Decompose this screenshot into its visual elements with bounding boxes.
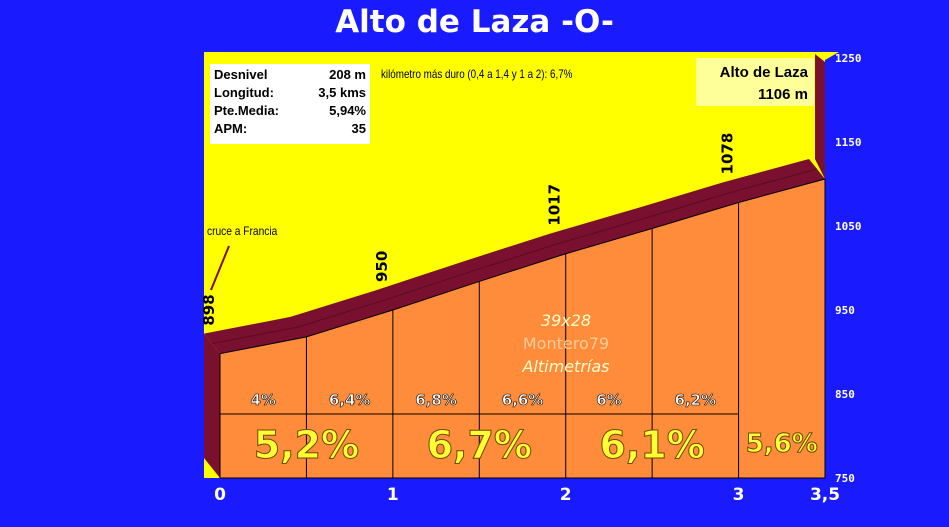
stats-box: Desnivel 208 m Longitud: 3,5 kms Pte.Med… — [210, 64, 370, 144]
watermark-line3: Altimetrías — [522, 357, 610, 376]
profile-band-line — [471, 243, 558, 272]
profile-band-line — [384, 270, 472, 301]
altitude-label: 950 — [373, 251, 391, 282]
altitude-label: 898 — [200, 294, 218, 325]
y-tick-label: 1250 — [835, 52, 862, 65]
y-tick-label: 1050 — [835, 220, 862, 233]
profile-top-band — [204, 158, 825, 354]
stat-label: Longitud: — [214, 85, 274, 100]
stat-value: 208 m — [329, 67, 366, 82]
half-km-gradient-label: 6,6% — [502, 391, 544, 409]
stat-row: Desnivel 208 m — [214, 67, 366, 85]
y-tick-label: 850 — [835, 388, 855, 401]
km-gradient-label: 6,1% — [599, 423, 704, 467]
x-tick-label: 0 — [214, 485, 226, 505]
km-gradient-label: 6,7% — [427, 423, 532, 467]
half-km-gradient-label: 6,2% — [675, 391, 717, 409]
stat-value: 3,5 kms — [318, 85, 366, 100]
y-tick-label: 1150 — [835, 136, 862, 149]
y-tick-label: 950 — [835, 304, 855, 317]
km-gradient-label: 5,2% — [254, 423, 359, 467]
half-km-gradient-label: 6,8% — [415, 391, 457, 409]
chart-title: Alto de Laza -O- — [335, 4, 614, 40]
profile-band-line — [557, 218, 645, 245]
half-km-gradient-label: 4% — [250, 391, 275, 409]
summit-depth-wall — [815, 54, 825, 179]
x-tick-label: 1 — [387, 485, 399, 505]
watermark-line2: Montero79 — [523, 334, 609, 353]
profile-left-wall — [204, 333, 220, 478]
x-tick-label: 3 — [733, 485, 745, 505]
profile-band-line — [643, 192, 731, 219]
x-tick-label: 3,5 — [810, 485, 840, 505]
half-km-gradient-label: 6% — [596, 391, 621, 409]
stat-label: Desnivel — [214, 67, 268, 82]
summit-name: Alto de Laza — [719, 64, 808, 81]
stat-label: Pte.Media: — [214, 103, 280, 118]
km-gradient-label: 5,6% — [746, 429, 818, 459]
cruce-label: cruce a Francia — [207, 224, 278, 238]
stat-label: APM: — [214, 121, 248, 136]
profile-band-line — [730, 168, 818, 193]
hardest-km-note: kilómetro más duro (0,4 a 1,4 y 1 a 2): … — [381, 67, 573, 81]
stat-row: Longitud: 3,5 kms — [214, 85, 366, 103]
stat-value: 35 — [351, 121, 366, 136]
profile-band-line — [298, 299, 386, 328]
summit-box: Alto de Laza 1106 m — [696, 58, 814, 106]
summit-altitude: 1106 m — [757, 86, 808, 103]
stat-row: Pte.Media: 5,94% — [214, 103, 366, 121]
watermark-line1: 39x28 — [541, 311, 591, 330]
half-km-gradient-label: 6,4% — [329, 391, 371, 409]
stat-value: 5,94% — [329, 103, 366, 118]
y-tick-label: 750 — [835, 472, 855, 485]
x-tick-label: 2 — [560, 485, 572, 505]
profile-band-line — [211, 326, 299, 345]
stat-row: APM: 35 — [214, 121, 366, 139]
altitude-label: 1017 — [546, 184, 564, 226]
cruce-marker-line — [210, 245, 230, 291]
altitude-label: 1078 — [719, 133, 737, 175]
